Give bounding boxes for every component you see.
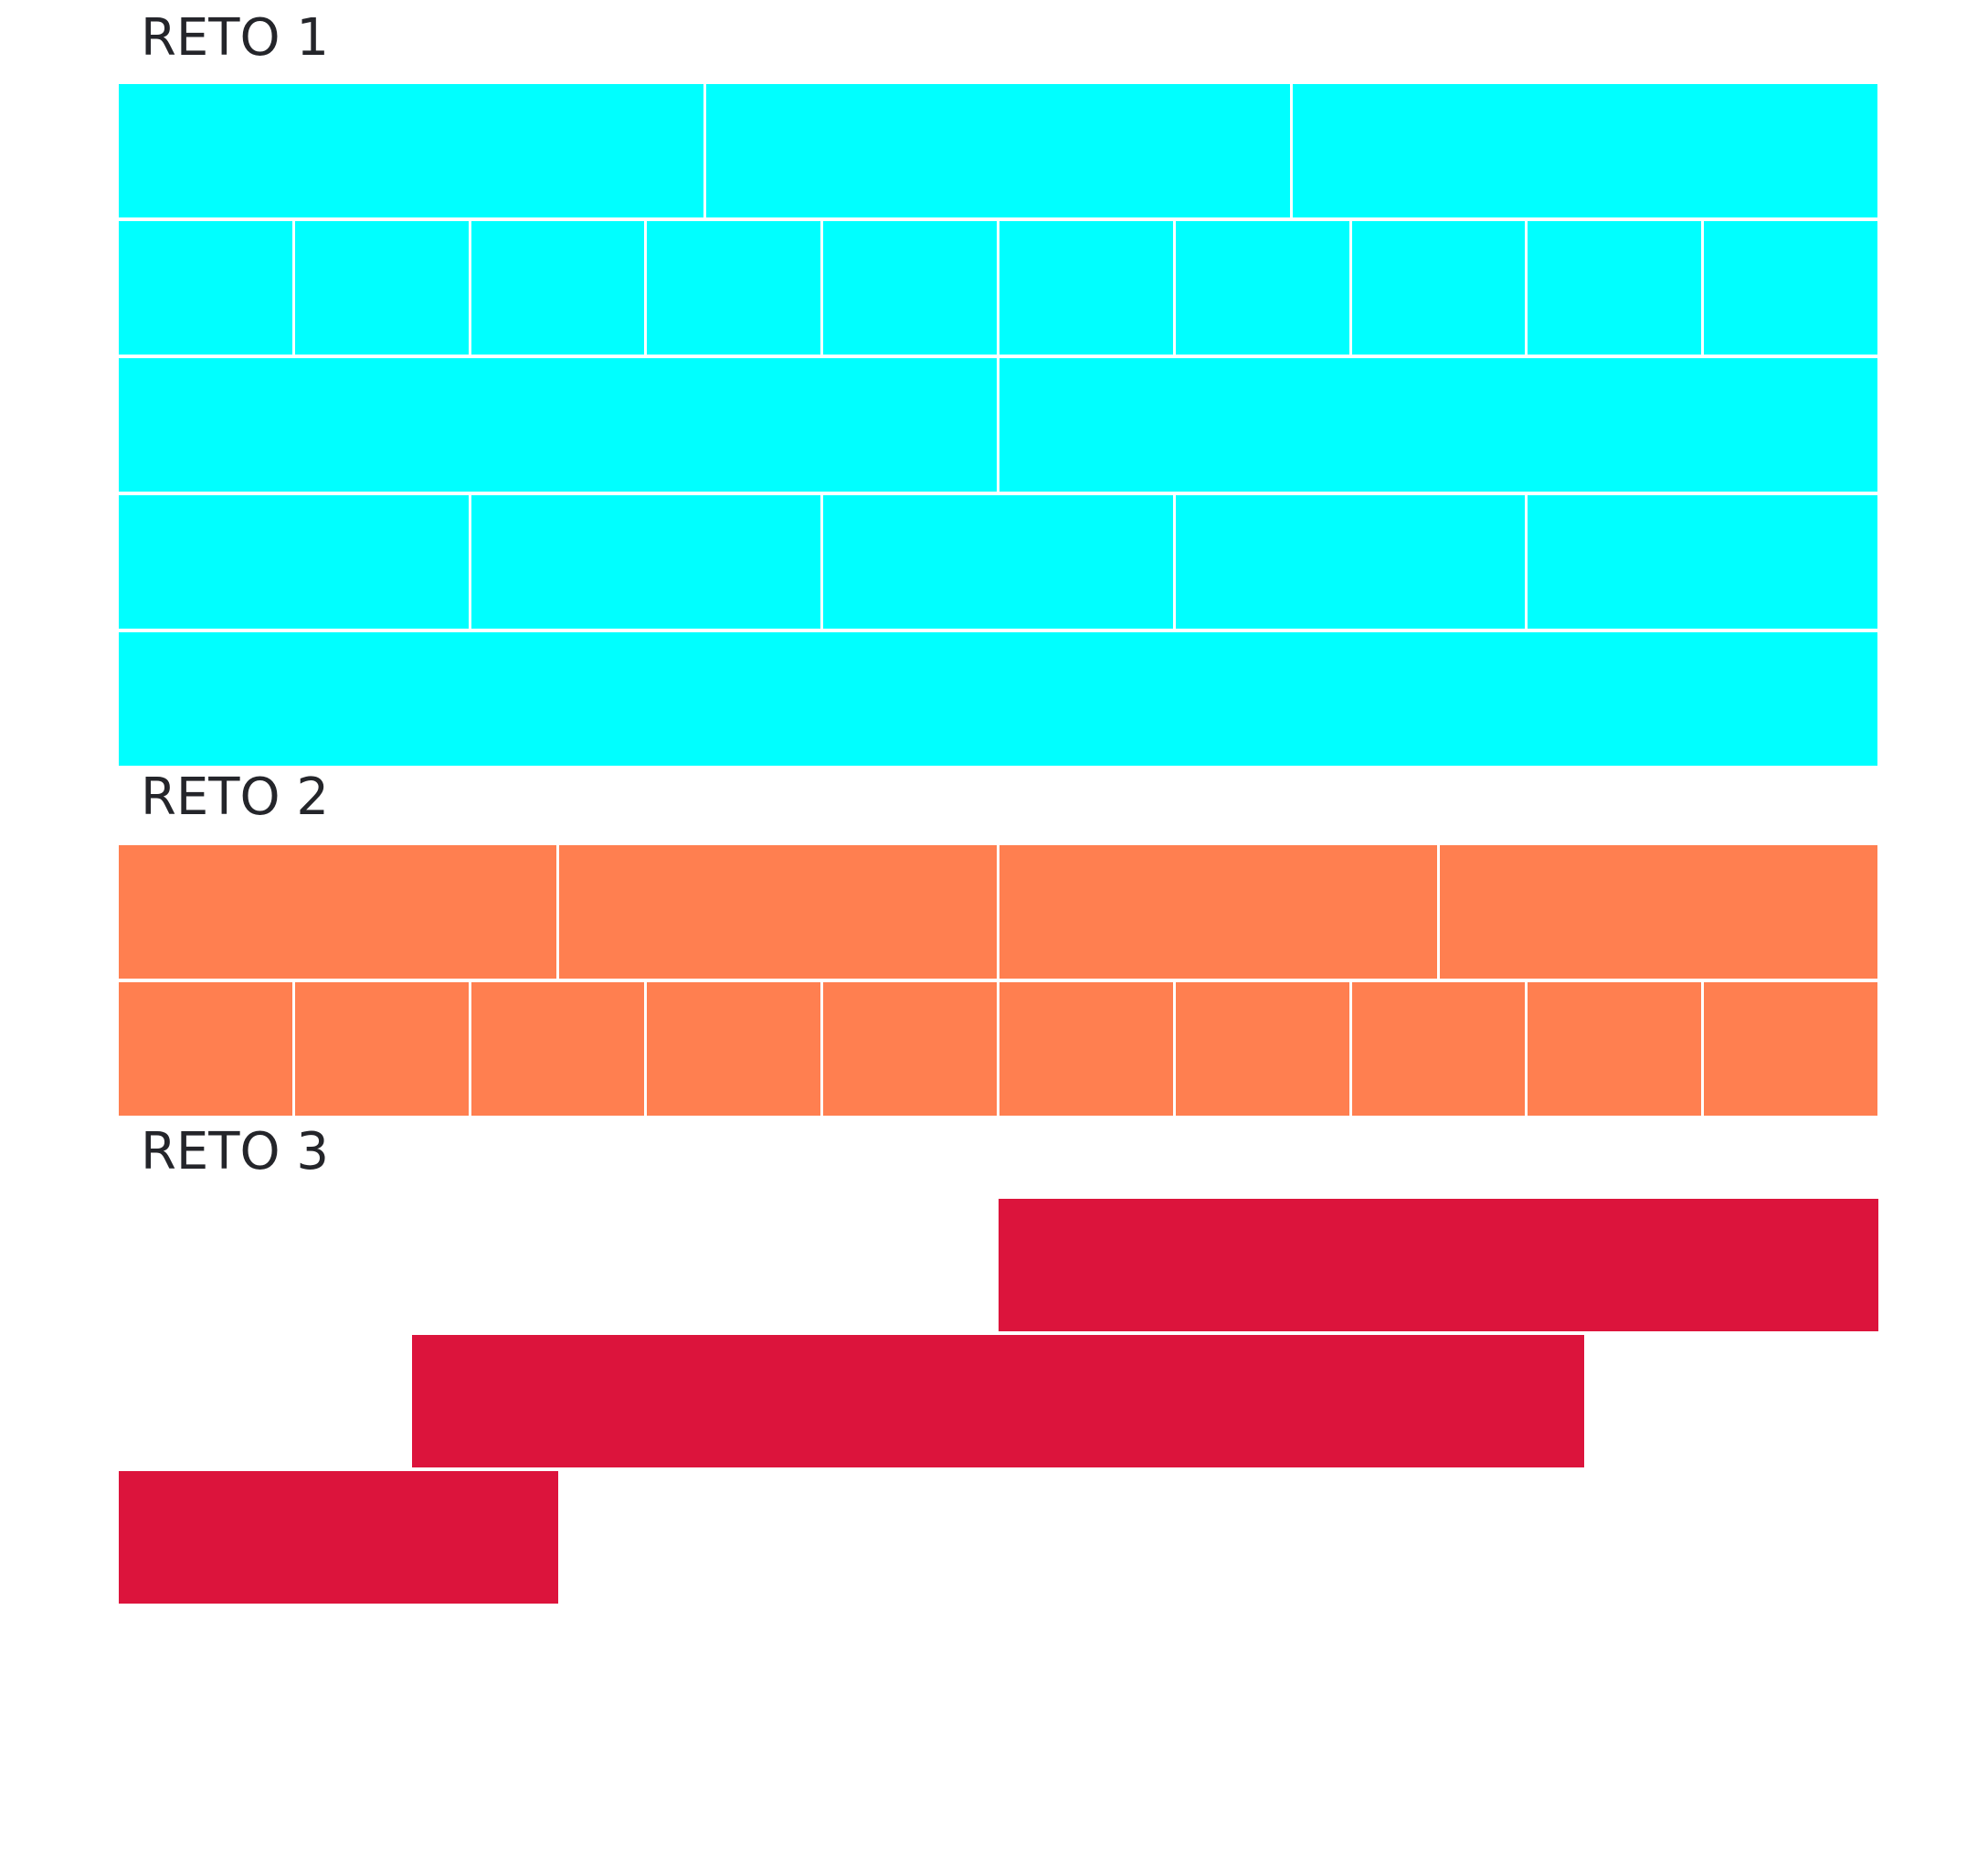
- reto-1-cell: [1175, 495, 1526, 629]
- reto-1-cell: [471, 221, 645, 355]
- reto-1-cell: [119, 84, 703, 217]
- reto-2-cell: [1704, 982, 1877, 1116]
- reto-1-cell: [823, 221, 997, 355]
- reto-2-cell: [294, 982, 469, 1116]
- reto-2-cell: [119, 845, 556, 979]
- reto-3-row: [119, 1199, 1878, 1331]
- reto-3-bar: [412, 1335, 1584, 1467]
- reto-1-cell: [1293, 84, 1878, 217]
- reto-1-row: [119, 495, 1877, 629]
- reto-2-cell: [1528, 982, 1702, 1116]
- reto-3-bar: [999, 1199, 1878, 1331]
- reto-3-bar: [119, 1471, 558, 1604]
- reto-1-cell: [294, 221, 469, 355]
- reto-1-cell: [119, 221, 292, 355]
- reto-1-cell: [471, 495, 821, 629]
- reto-3-row: [119, 1471, 1877, 1604]
- reto-1-cell: [1175, 221, 1349, 355]
- reto-2-cell: [471, 982, 645, 1116]
- reto-2-cell: [1175, 982, 1349, 1116]
- reto-1-cell: [1528, 221, 1702, 355]
- reto-1-grid: [119, 84, 1878, 769]
- reto-1-cell: [1351, 221, 1526, 355]
- reto-2-cell: [1351, 982, 1526, 1116]
- reto-1-title: RETO 1: [141, 8, 330, 68]
- reto-1-cell: [119, 495, 469, 629]
- reto-1-cell: [999, 221, 1173, 355]
- reto-2-cell: [1440, 845, 1877, 979]
- reto-1-row: [119, 358, 1877, 492]
- reto-1-cell: [647, 221, 821, 355]
- reto-2-cell: [559, 845, 997, 979]
- reto-2-title: RETO 2: [141, 768, 330, 827]
- reto-3-grid: [119, 1199, 1878, 1710]
- reto-3-title: RETO 3: [141, 1122, 330, 1181]
- reto-2-grid: [119, 845, 1877, 1119]
- reto-2-row: [119, 982, 1877, 1116]
- reto-1-cell: [119, 358, 997, 492]
- reto-1-row: [119, 632, 1877, 766]
- reto-2-cell: [647, 982, 821, 1116]
- reto-1-cell: [1704, 221, 1877, 355]
- reto-1-cell: [1528, 495, 1877, 629]
- reto-1-cell: [999, 358, 1877, 492]
- reto-2-cell: [999, 845, 1437, 979]
- reto-2-cell: [823, 982, 997, 1116]
- reto-1-row: [119, 84, 1878, 217]
- reto-2-cell: [119, 982, 292, 1116]
- reto-1-cell: [119, 632, 1877, 766]
- reto-1-cell: [823, 495, 1173, 629]
- reto-3-row: [119, 1335, 1877, 1467]
- reto-1-cell: [705, 84, 1291, 217]
- reto-1-row: [119, 221, 1877, 355]
- reto-2-row: [119, 845, 1877, 979]
- reto-2-cell: [999, 982, 1173, 1116]
